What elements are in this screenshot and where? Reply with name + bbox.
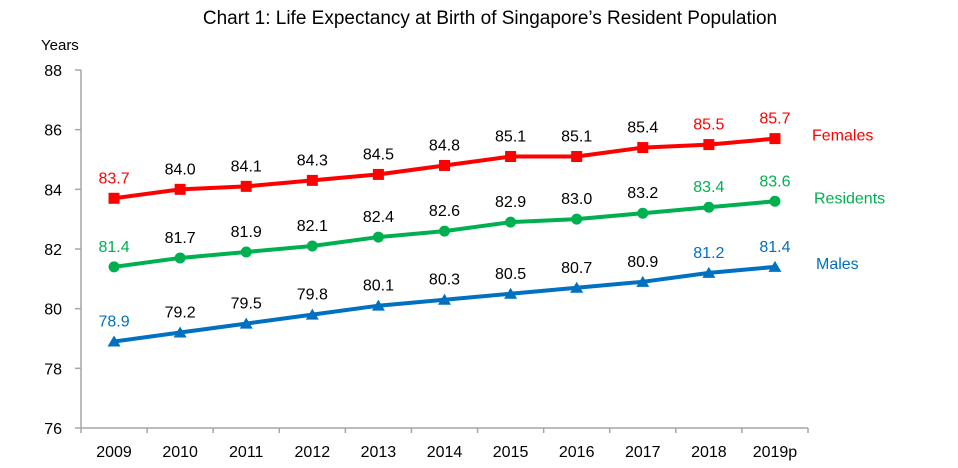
data-label-females: 85.1	[561, 129, 592, 146]
data-point-residents	[108, 261, 120, 273]
data-label-residents: 83.2	[627, 185, 658, 202]
data-label-females: 84.0	[165, 161, 196, 178]
y-tick-label: 78	[44, 361, 62, 378]
data-label-females: 84.1	[231, 158, 262, 175]
data-label-males: 80.3	[429, 272, 460, 289]
data-label-males: 78.9	[98, 313, 129, 330]
data-point-females	[571, 151, 583, 163]
data-point-residents	[439, 225, 450, 237]
data-point-males	[173, 326, 187, 338]
data-point-females	[769, 133, 781, 145]
series-males	[107, 260, 782, 347]
data-label-males: 81.4	[759, 239, 790, 256]
data-point-males	[305, 308, 319, 320]
data-point-females	[703, 139, 715, 151]
data-point-males	[504, 287, 518, 299]
data-point-females	[372, 168, 384, 180]
data-point-females	[174, 183, 186, 195]
data-point-residents	[240, 246, 252, 258]
data-point-residents	[769, 195, 781, 207]
data-point-residents	[505, 216, 517, 228]
x-tick-label: 2009	[96, 444, 132, 461]
x-tick-label: 2016	[559, 444, 595, 461]
x-tick-label: 2012	[295, 444, 331, 461]
data-label-residents: 82.4	[363, 209, 394, 226]
legend: Females Residents Males	[812, 128, 885, 273]
x-tick-label: 2019p	[753, 444, 798, 461]
data-label-residents: 81.9	[231, 224, 262, 241]
chart-title: Chart 1: Life Expectancy at Birth of Sin…	[203, 8, 777, 29]
legend-males: Males	[816, 256, 859, 273]
data-label-females: 84.5	[363, 146, 394, 163]
data-label-males: 80.9	[627, 254, 658, 271]
data-point-males	[438, 293, 451, 305]
y-tick-label: 76	[44, 421, 62, 438]
x-tick-label: 2010	[162, 444, 198, 461]
data-point-males	[239, 317, 253, 329]
series-females	[108, 133, 781, 204]
data-point-females	[505, 151, 517, 163]
data-point-males	[107, 335, 121, 347]
data-point-females	[637, 142, 649, 154]
data-label-males: 79.5	[231, 296, 262, 313]
data-label-residents: 82.9	[495, 194, 526, 211]
data-point-males	[636, 275, 650, 287]
data-point-females	[306, 174, 318, 186]
x-tick-label: 2017	[625, 444, 661, 461]
data-label-residents: 81.7	[165, 230, 196, 247]
series-residents	[108, 195, 781, 273]
data-point-females	[439, 159, 450, 171]
data-label-males: 80.1	[363, 278, 394, 295]
data-point-females	[240, 180, 252, 192]
y-tick-label: 80	[44, 302, 62, 319]
data-point-residents	[174, 252, 186, 264]
data-label-residents: 81.4	[98, 239, 129, 256]
y-tick-label: 86	[44, 123, 62, 140]
data-label-residents: 83.4	[693, 179, 724, 196]
data-label-females: 85.4	[627, 120, 658, 137]
data-label-males: 79.8	[297, 287, 328, 304]
data-labels: 83.7 84.0 84.1 84.3 84.5 84.8 85.1 85.1 85.4 85.5…	[98, 111, 790, 331]
data-label-males: 79.2	[165, 305, 196, 322]
x-tick-label: 2015	[493, 444, 529, 461]
data-label-males: 81.2	[693, 245, 724, 262]
data-point-residents	[306, 240, 318, 252]
data-point-males	[371, 299, 385, 311]
data-point-males	[702, 266, 716, 278]
data-point-residents	[703, 201, 715, 213]
x-tick-label: 2011	[229, 444, 264, 461]
data-label-females: 85.5	[693, 117, 724, 134]
y-tick-label: 84	[44, 182, 62, 199]
x-ticks: 2009 2010 2011 2012 2013 2014 2015 2016 2017 2018…	[80, 428, 809, 461]
y-tick-label: 82	[44, 242, 62, 259]
legend-females: Females	[812, 128, 873, 145]
data-point-males	[768, 260, 782, 272]
y-tick-label: 88	[44, 63, 62, 80]
series-group	[107, 133, 782, 347]
data-point-residents	[637, 207, 649, 219]
y-ticks: 76 78 80 82 84 86 88	[44, 63, 81, 438]
data-label-males: 80.7	[561, 260, 592, 277]
data-label-females: 83.7	[98, 170, 129, 187]
data-label-females: 84.3	[297, 152, 328, 169]
data-point-females	[108, 192, 120, 204]
data-label-females: 85.7	[759, 111, 790, 128]
y-axis-label: Years	[41, 37, 79, 54]
data-label-females: 84.8	[429, 137, 460, 154]
data-label-residents: 82.6	[429, 203, 460, 220]
data-label-males: 80.5	[495, 266, 526, 283]
data-label-residents: 83.6	[759, 173, 790, 190]
legend-residents: Residents	[814, 190, 885, 207]
x-tick-label: 2014	[427, 444, 463, 461]
data-point-males	[570, 281, 584, 293]
x-tick-label: 2013	[361, 444, 397, 461]
data-label-females: 85.1	[495, 129, 526, 146]
data-point-residents	[372, 231, 384, 243]
data-label-residents: 83.0	[561, 191, 592, 208]
x-tick-label: 2018	[691, 444, 727, 461]
data-point-residents	[571, 213, 583, 225]
data-label-residents: 82.1	[297, 218, 328, 235]
